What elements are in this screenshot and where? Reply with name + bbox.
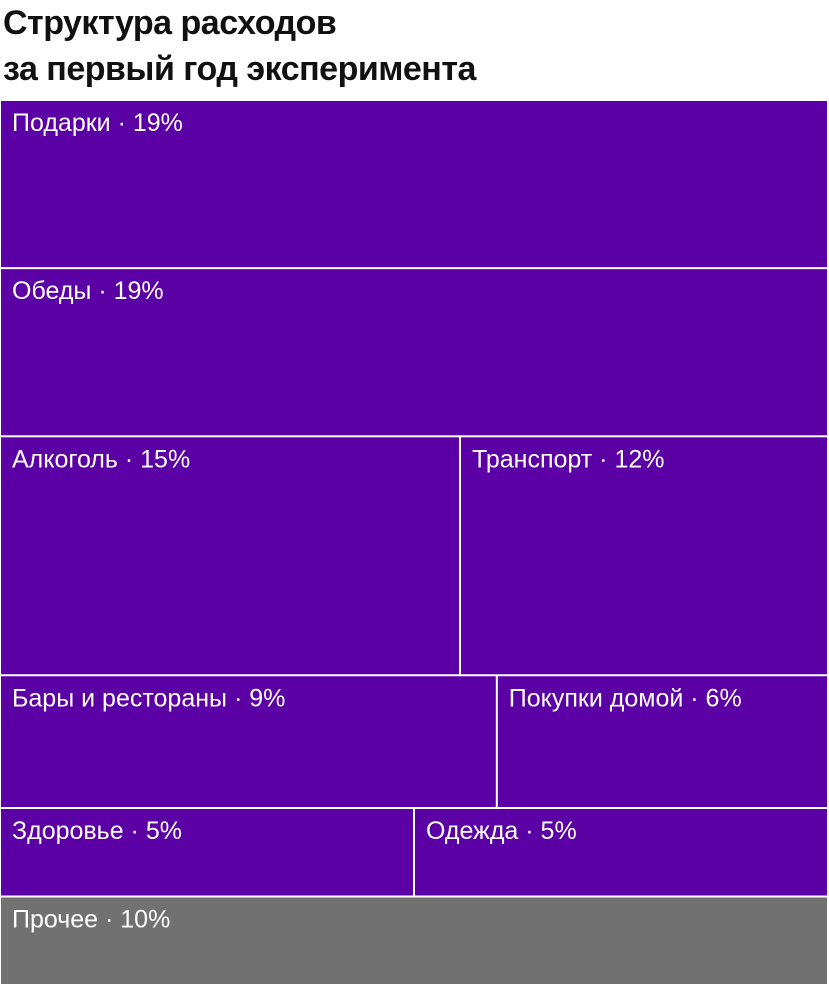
treemap-cell-7 bbox=[415, 809, 827, 896]
treemap-label-2: Алкоголь · 15% bbox=[12, 445, 190, 473]
treemap-cell-1 bbox=[1, 269, 827, 436]
chart-title: Структура расходов за первый год экспери… bbox=[3, 0, 823, 92]
treemap-label-5: Покупки домой · 6% bbox=[509, 684, 742, 712]
chart-title-line-2: за первый год эксперимента bbox=[3, 50, 476, 88]
treemap-cell-3 bbox=[461, 437, 827, 675]
treemap-cell-5 bbox=[497, 676, 827, 807]
treemap-label-3: Транспорт · 12% bbox=[472, 445, 664, 473]
treemap-label-7: Одежда · 5% bbox=[426, 817, 577, 845]
treemap-cell-2 bbox=[1, 437, 459, 675]
treemap-label-4: Бары и рестораны · 9% bbox=[12, 684, 285, 712]
treemap-cell-8 bbox=[1, 897, 827, 984]
treemap-label-8: Прочее · 10% bbox=[12, 906, 170, 934]
treemap-label-0: Подарки · 19% bbox=[12, 109, 183, 137]
treemap-label-6: Здоровье · 5% bbox=[12, 817, 182, 845]
chart-title-line-1: Структура расходов bbox=[3, 4, 337, 42]
treemap-cell-0 bbox=[1, 101, 827, 268]
treemap-label-1: Обеды · 19% bbox=[12, 277, 164, 305]
treemap-cell-4 bbox=[1, 676, 496, 807]
treemap-cell-6 bbox=[1, 809, 413, 896]
